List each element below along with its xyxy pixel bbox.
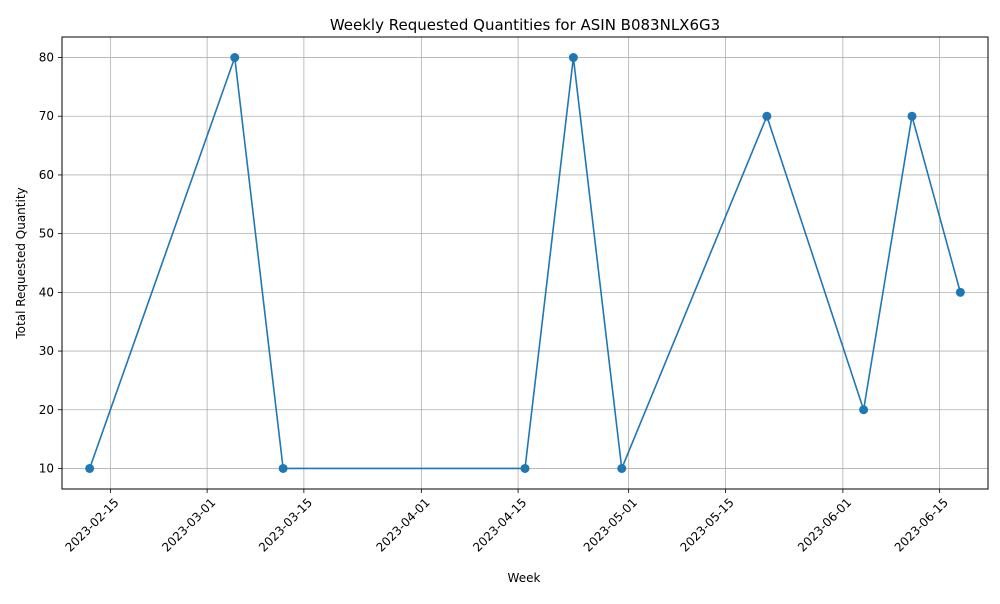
y-tick-label: 50 [39, 227, 54, 241]
x-tick-label: 2023-03-15 [256, 495, 315, 554]
y-tick-label: 60 [39, 168, 54, 182]
y-tick-label: 30 [39, 344, 54, 358]
y-tick-label: 80 [39, 51, 54, 65]
data-point [520, 463, 530, 473]
grid [62, 37, 988, 489]
y-axis: 10 20 30 40 50 60 70 80 [39, 51, 62, 475]
y-tick-label: 70 [39, 109, 54, 123]
data-point [859, 405, 869, 415]
data-point [278, 463, 288, 473]
chart-title: Weekly Requested Quantities for ASIN B08… [330, 16, 720, 34]
x-tick-label: 2023-06-01 [795, 495, 854, 554]
series-line [88, 57, 962, 472]
y-tick-label: 20 [39, 403, 54, 417]
x-axis-label: Week [508, 571, 541, 585]
data-point [230, 53, 240, 63]
y-tick-label: 10 [39, 461, 54, 475]
x-tick-label: 2023-04-15 [470, 495, 529, 554]
x-tick-label: 2023-04-01 [373, 495, 432, 554]
x-tick-label: 2023-05-01 [581, 495, 640, 554]
x-tick-label: 2023-02-15 [62, 495, 121, 554]
x-tick-label: 2023-03-01 [159, 495, 218, 554]
data-point [955, 287, 965, 297]
data-point [907, 111, 917, 121]
x-tick-label: 2023-06-15 [892, 495, 951, 554]
data-point [762, 111, 772, 121]
series-layer [85, 53, 965, 473]
x-axis: 2023-02-15 2023-03-01 2023-03-15 2023-04-01… [62, 489, 951, 555]
data-point [617, 463, 627, 473]
plot-frame [61, 36, 989, 490]
data-point [85, 463, 95, 473]
y-axis-label: Total Requested Quantity [14, 187, 28, 339]
x-tick-label: 2023-05-15 [678, 495, 737, 554]
data-point [568, 53, 578, 63]
y-tick-label: 40 [39, 285, 54, 299]
